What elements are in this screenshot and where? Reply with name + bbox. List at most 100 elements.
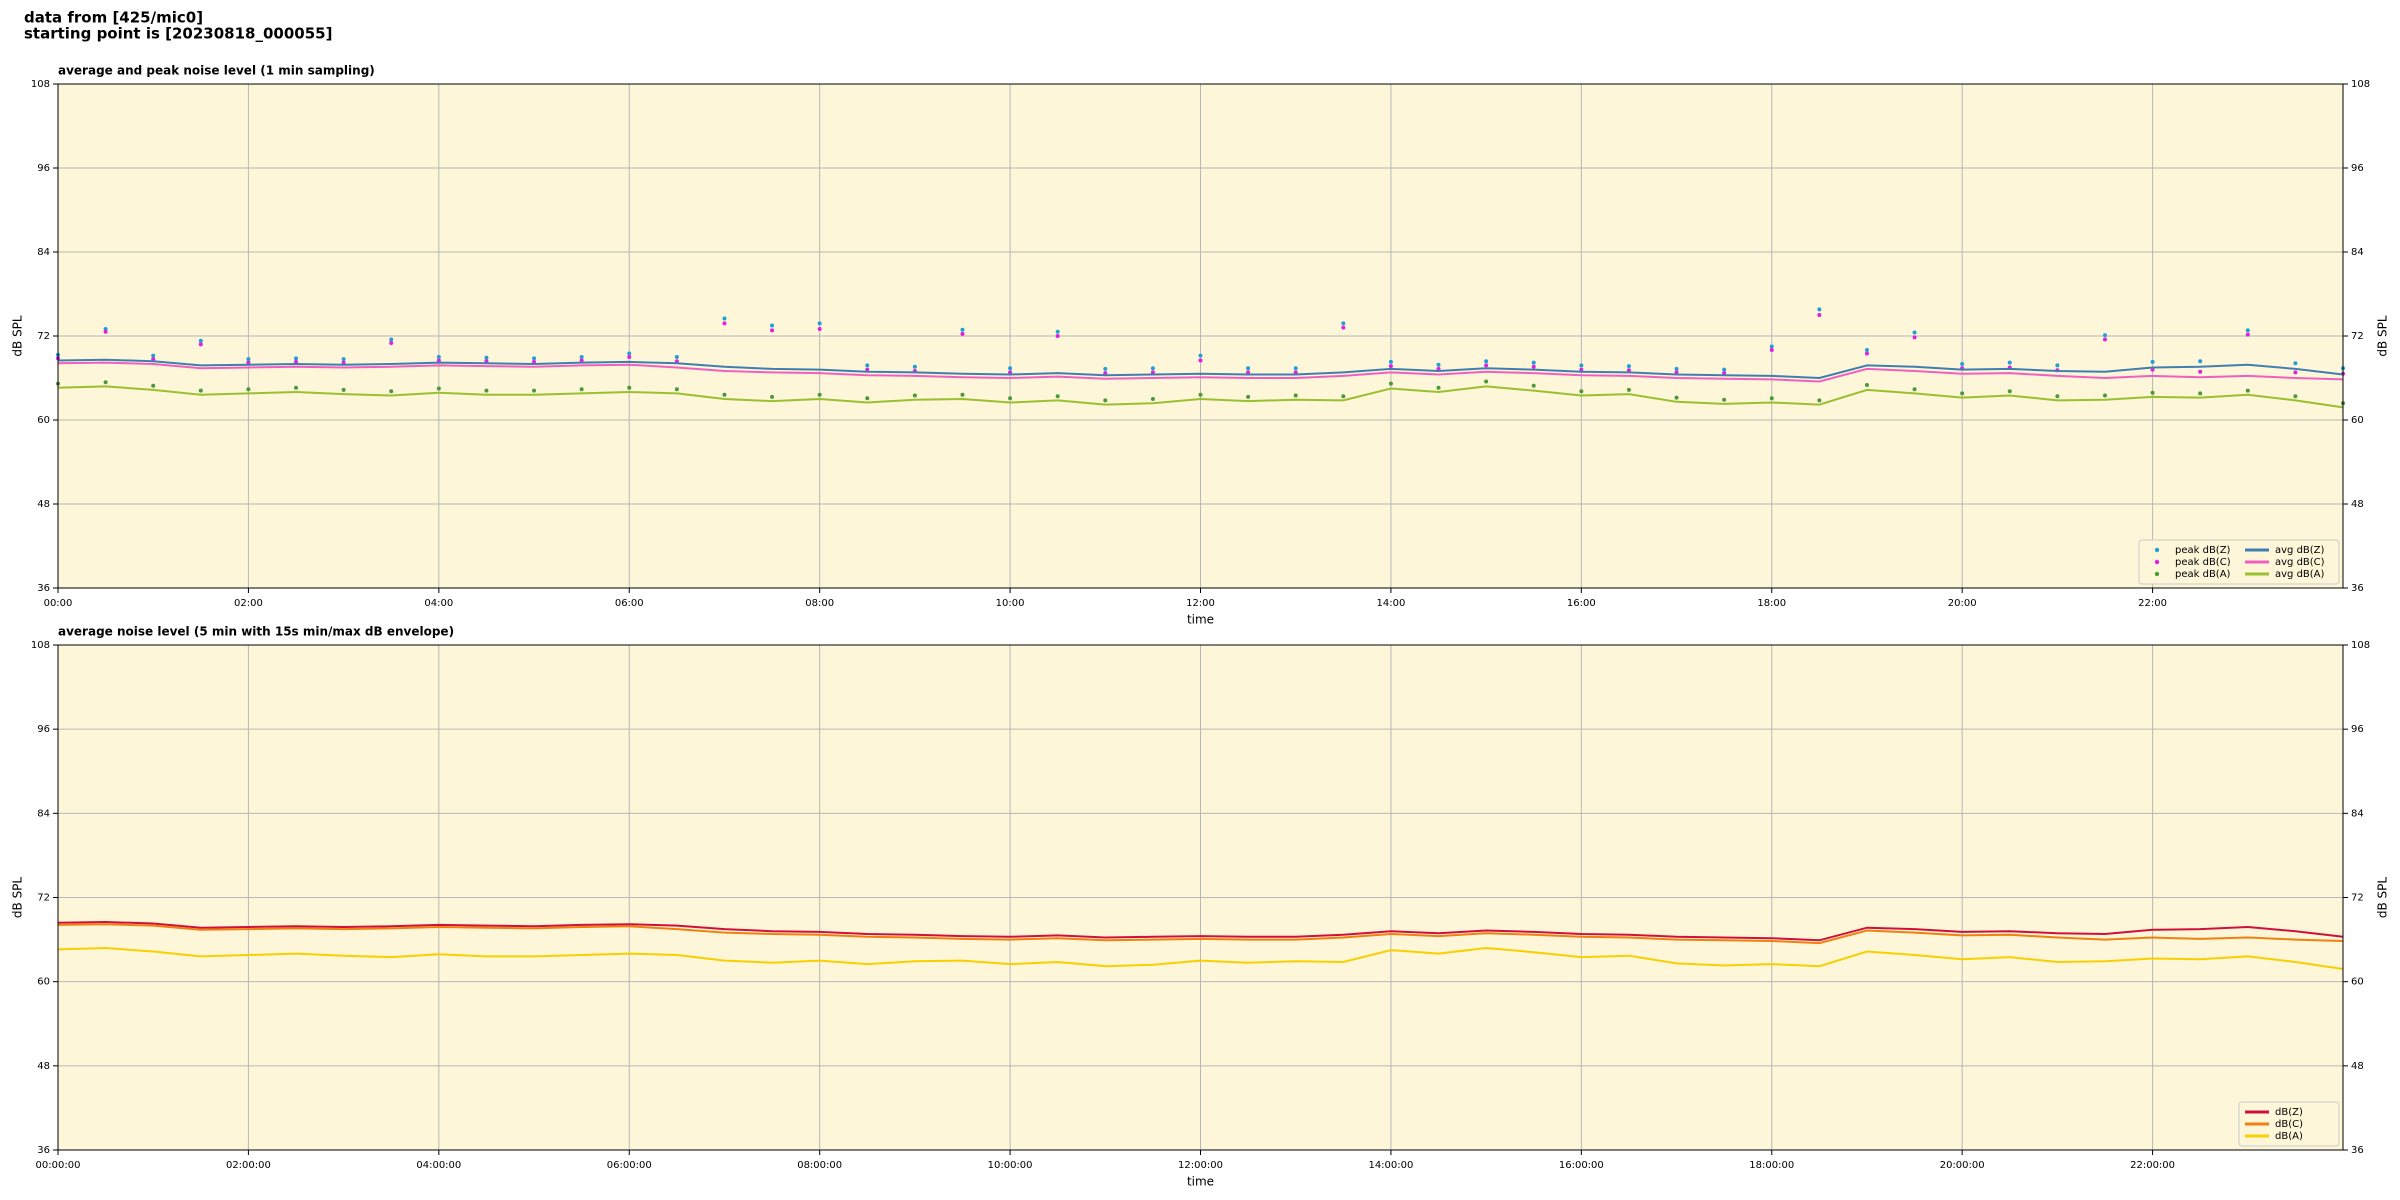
legend-label: avg dB(C) <box>2275 557 2325 568</box>
peak-dot <box>1055 334 1060 338</box>
peak-dot <box>2150 359 2155 364</box>
y2-tick-label: 96 <box>2351 163 2364 174</box>
peak-dot <box>1626 387 1631 392</box>
series-line <box>57 920 2344 942</box>
peak-dot <box>865 367 870 372</box>
peak-dot <box>246 360 251 365</box>
peak-dot <box>2055 363 2060 368</box>
peak-dot <box>722 321 727 326</box>
peak-dot <box>2102 333 2107 338</box>
peak-dot <box>151 353 156 358</box>
peak-dot <box>389 389 394 394</box>
legend-label: avg dB(Z) <box>2275 545 2325 556</box>
y-tick-label: 36 <box>37 583 50 594</box>
peak-dot <box>1246 394 1251 399</box>
peak-dot <box>912 364 917 369</box>
legend-box <box>2138 539 2340 585</box>
peak-dot <box>2198 369 2203 374</box>
header-line: starting point is [20230818_000055] <box>24 25 332 43</box>
peak-dot <box>1817 313 1822 317</box>
legend: peak dB(Z)peak dB(C)peak dB(A)avg dB(Z)a… <box>2138 539 2340 585</box>
peak-dot <box>1817 307 1822 312</box>
peak-dot <box>912 393 917 398</box>
peak-dot <box>817 392 822 397</box>
y-tick-label: 60 <box>37 415 50 426</box>
x-tick-label: 18:00:00 <box>1749 1160 1794 1171</box>
series-line <box>57 923 2344 945</box>
peak-dot <box>1198 353 1203 358</box>
legend-marker <box>2154 559 2160 565</box>
peak-dot <box>151 383 156 388</box>
x-tick-label: 02:00:00 <box>226 1160 271 1171</box>
peak-dot <box>2245 328 2250 333</box>
x-tick-label: 22:00:00 <box>2130 1160 2175 1171</box>
x-tick-label: 16:00:00 <box>1559 1160 1604 1171</box>
y2-tick-label: 108 <box>2351 79 2370 90</box>
peak-dot <box>1579 363 1584 368</box>
x-axis-label: time <box>1187 1175 1214 1189</box>
peak-dot <box>389 337 394 342</box>
peak-dot <box>674 387 679 392</box>
peak-dot <box>484 359 489 364</box>
y2-tick-label: 84 <box>2351 808 2364 819</box>
y2-tick-label: 84 <box>2351 247 2364 258</box>
peak-dot <box>341 387 346 392</box>
y2-tick-label: 96 <box>2351 724 2364 735</box>
peak-dot <box>1626 364 1631 369</box>
y2-tick-label: 72 <box>2351 331 2364 342</box>
x-tick-label: 16:00 <box>1567 598 1596 609</box>
peak-dot <box>1055 394 1060 399</box>
peak-dot <box>1864 383 1869 387</box>
peak-dot <box>1388 381 1393 386</box>
peak-dot <box>1484 379 1489 384</box>
legend-label: dB(Z) <box>2275 1107 2303 1118</box>
peak-dot <box>1722 397 1727 402</box>
peak-dot <box>674 355 679 359</box>
x-tick-label: 20:00:00 <box>1940 1160 1985 1171</box>
peak-dot <box>1436 385 1441 390</box>
peak-dot <box>1769 396 1774 401</box>
peak-dot <box>1674 395 1679 400</box>
peak-dot <box>436 355 441 359</box>
peak-dot <box>294 356 299 361</box>
x-tick-label: 18:00 <box>1757 598 1786 609</box>
x-tick-label: 02:00 <box>234 598 263 609</box>
y2-tick-label: 36 <box>2351 1145 2364 1156</box>
peak-dot <box>1103 371 1108 376</box>
peak-dot <box>246 387 251 392</box>
y-tick-label: 96 <box>37 724 50 735</box>
peak-dot <box>1150 366 1155 371</box>
peak-dot <box>1912 330 1917 335</box>
peak-dot <box>294 359 299 364</box>
peak-dot <box>1388 359 1393 364</box>
peak-dot <box>1484 363 1489 368</box>
peak-dot <box>1436 366 1441 371</box>
peak-dot <box>1150 397 1155 401</box>
peak-dot <box>722 316 727 321</box>
peak-dot <box>1531 364 1536 369</box>
peak-dot <box>103 329 108 334</box>
legend-marker <box>2154 571 2160 577</box>
x-tick-label: 22:00 <box>2138 598 2167 609</box>
y-tick-label: 108 <box>31 79 50 90</box>
plot-frame <box>57 83 2344 589</box>
legend-label: peak dB(C) <box>2175 557 2231 568</box>
peak-dot <box>960 331 965 336</box>
peak-dot <box>1341 321 1346 326</box>
peak-dot <box>770 394 775 399</box>
peak-dot <box>1150 370 1155 375</box>
series-line <box>57 358 2344 380</box>
peak-dot <box>1293 370 1298 375</box>
peak-dot <box>2102 393 2107 398</box>
peak-dot <box>1531 360 1536 365</box>
x-tick-label: 10:00 <box>996 598 1025 609</box>
peak-dot <box>1246 366 1251 371</box>
peak-dot <box>674 359 679 364</box>
series-line <box>57 361 2344 383</box>
y-tick-label: 48 <box>37 499 50 510</box>
x-tick-label: 12:00 <box>1186 598 1215 609</box>
y2-axis-label: dB SPL <box>2376 315 2390 357</box>
y2-tick-label: 36 <box>2351 583 2364 594</box>
peak-dot <box>1103 398 1108 403</box>
peak-dot <box>1817 398 1822 403</box>
